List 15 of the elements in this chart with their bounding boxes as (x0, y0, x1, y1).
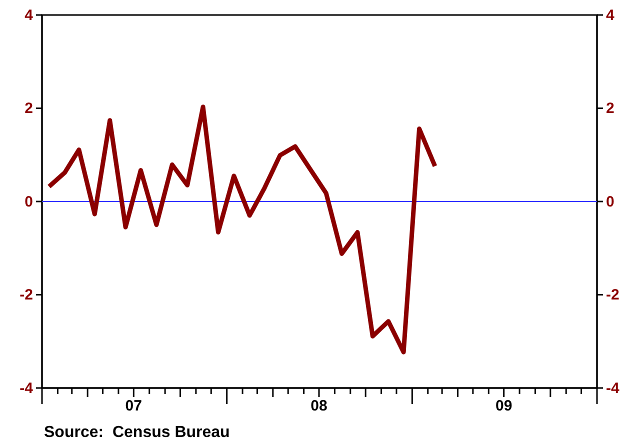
x-tick-label: 07 (125, 398, 142, 414)
x-tick-label: 08 (310, 398, 328, 414)
y2-tick-label: -4 (606, 380, 620, 397)
y2-tick-label: 2 (606, 100, 614, 118)
line-series (46, 104, 438, 354)
y-tick-label: 0 (24, 193, 33, 210)
y-tick-label: 2 (24, 100, 33, 118)
y2-tick-label: 0 (606, 193, 614, 210)
y-tick-label: -4 (20, 380, 34, 397)
x-tick-label: 09 (495, 398, 512, 414)
y2-tick-label: 4 (606, 6, 615, 24)
source-note: Source: Census Bureau (44, 424, 230, 441)
y-tick-label: -2 (20, 286, 33, 304)
y2-tick-label: -2 (606, 286, 620, 304)
y-tick-label: 4 (24, 6, 34, 24)
